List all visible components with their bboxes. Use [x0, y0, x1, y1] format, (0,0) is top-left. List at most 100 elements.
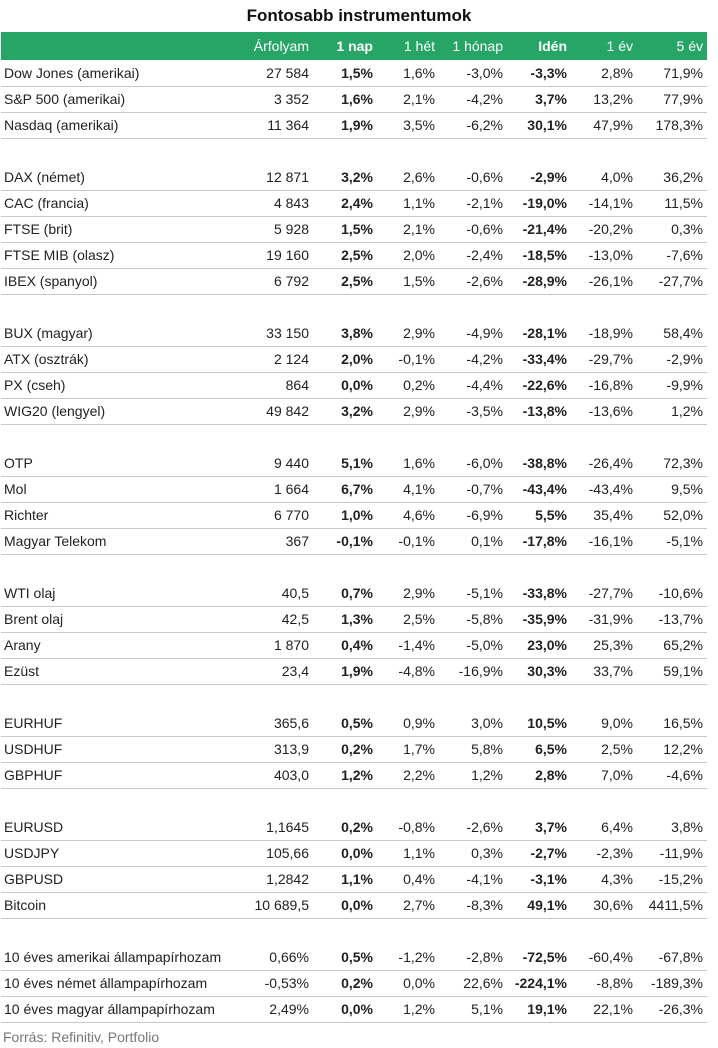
- change-1month-cell: -4,4%: [439, 372, 507, 399]
- price-cell: 27 584: [231, 60, 313, 87]
- price-cell: 3 352: [231, 86, 313, 113]
- change-1year-cell: -26,1%: [571, 268, 637, 295]
- instrument-name-cell: Ezüst: [1, 658, 231, 685]
- change-1day-cell: 1,2%: [313, 762, 377, 789]
- change-1month-cell: 3,0%: [439, 710, 507, 737]
- change-1year-cell: 7,0%: [571, 762, 637, 789]
- change-1month-cell: -8,3%: [439, 892, 507, 919]
- change-1day-cell: 1,3%: [313, 606, 377, 633]
- change-1year-cell: -60,4%: [571, 944, 637, 971]
- instrument-name-cell: FTSE (brit): [1, 216, 231, 243]
- table-row: FTSE MIB (olasz) 19 160 2,5% 2,0% -2,4% -18,5…: [1, 242, 707, 269]
- change-1day-cell: 0,0%: [313, 372, 377, 399]
- price-cell: 1,1645: [231, 814, 313, 841]
- instrument-name-cell: WIG20 (lengyel): [1, 398, 231, 425]
- change-1day-cell: 0,5%: [313, 710, 377, 737]
- table-row: Richter 6 770 1,0% 4,6% -6,9% 5,5% 35,4% 52,0%: [1, 502, 707, 529]
- change-1week-cell: 2,5%: [377, 606, 439, 633]
- change-1day-cell: 0,0%: [313, 840, 377, 867]
- change-ytd-cell: -28,1%: [507, 320, 571, 347]
- group-spacer: [1, 918, 707, 944]
- instrument-name-cell: Nasdaq (amerikai): [1, 112, 231, 139]
- change-1day-cell: 0,2%: [313, 970, 377, 997]
- price-cell: 33 150: [231, 320, 313, 347]
- change-1day-cell: 0,0%: [313, 892, 377, 919]
- change-1year-cell: 4,3%: [571, 866, 637, 893]
- instruments-table: Árfolyam 1 nap 1 hét 1 hónap Idén 1 év 5…: [1, 32, 707, 1023]
- group-spacer: [1, 138, 707, 164]
- change-ytd-cell: -33,8%: [507, 580, 571, 607]
- change-1week-cell: 2,7%: [377, 892, 439, 919]
- table-row: Brent olaj 42,5 1,3% 2,5% -5,8% -35,9% -31,9% -…: [1, 606, 707, 633]
- change-5year-cell: 16,5%: [637, 710, 707, 737]
- change-1day-cell: 0,4%: [313, 632, 377, 659]
- change-1year-cell: -16,1%: [571, 528, 637, 555]
- change-ytd-cell: -2,7%: [507, 840, 571, 867]
- change-1day-cell: 1,0%: [313, 502, 377, 529]
- change-1month-cell: -4,2%: [439, 86, 507, 113]
- header-1year: 1 év: [606, 38, 633, 54]
- price-cell: 1 870: [231, 632, 313, 659]
- change-1day-cell: 2,4%: [313, 190, 377, 217]
- change-1year-cell: 25,3%: [571, 632, 637, 659]
- change-1week-cell: 1,1%: [377, 840, 439, 867]
- change-1month-cell: -5,1%: [439, 580, 507, 607]
- change-ytd-cell: 30,1%: [507, 112, 571, 139]
- change-1year-cell: -20,2%: [571, 216, 637, 243]
- table-row: USDHUF 313,9 0,2% 1,7% 5,8% 6,5% 2,5% 12,2%: [1, 736, 707, 763]
- price-cell: -0,53%: [231, 970, 313, 997]
- price-cell: 9 440: [231, 450, 313, 477]
- change-1year-cell: -13,0%: [571, 242, 637, 269]
- change-5year-cell: -7,6%: [637, 242, 707, 269]
- price-cell: 49 842: [231, 398, 313, 425]
- change-1month-cell: -4,1%: [439, 866, 507, 893]
- change-1year-cell: 35,4%: [571, 502, 637, 529]
- change-1year-cell: -26,4%: [571, 450, 637, 477]
- instrument-name-cell: 10 éves német állampapírhozam: [1, 970, 231, 997]
- change-1month-cell: 22,6%: [439, 970, 507, 997]
- change-5year-cell: -67,8%: [637, 944, 707, 971]
- change-ytd-cell: -3,3%: [507, 60, 571, 87]
- change-ytd-cell: -3,1%: [507, 866, 571, 893]
- change-5year-cell: -2,9%: [637, 346, 707, 373]
- change-1year-cell: 13,2%: [571, 86, 637, 113]
- change-1day-cell: 3,8%: [313, 320, 377, 347]
- instrument-name-cell: EURUSD: [1, 814, 231, 841]
- change-ytd-cell: 3,7%: [507, 86, 571, 113]
- table-row: 10 éves amerikai állampapírhozam 0,66% 0,5…: [1, 944, 707, 971]
- change-1month-cell: 5,1%: [439, 996, 507, 1023]
- table-row: EURHUF 365,6 0,5% 0,9% 3,0% 10,5% 9,0% 16,5%: [1, 710, 707, 737]
- change-1year-cell: 2,8%: [571, 60, 637, 87]
- change-1week-cell: 1,2%: [377, 996, 439, 1023]
- change-ytd-cell: -18,5%: [507, 242, 571, 269]
- change-5year-cell: 65,2%: [637, 632, 707, 659]
- change-5year-cell: -26,3%: [637, 996, 707, 1023]
- header-name: [1, 32, 231, 60]
- instrument-name-cell: WTI olaj: [1, 580, 231, 607]
- change-1month-cell: -4,2%: [439, 346, 507, 373]
- change-5year-cell: -189,3%: [637, 970, 707, 997]
- change-1year-cell: -8,8%: [571, 970, 637, 997]
- change-ytd-cell: -28,9%: [507, 268, 571, 295]
- price-cell: 105,66: [231, 840, 313, 867]
- price-cell: 19 160: [231, 242, 313, 269]
- change-ytd-cell: 10,5%: [507, 710, 571, 737]
- change-1year-cell: 4,0%: [571, 164, 637, 191]
- table-row: Arany 1 870 0,4% -1,4% -5,0% 23,0% 25,3% 65,2%: [1, 632, 707, 659]
- price-cell: 0,66%: [231, 944, 313, 971]
- change-1week-cell: -1,2%: [377, 944, 439, 971]
- table-row: S&P 500 (amerikai) 3 352 1,6% 2,1% -4,2% 3,7%…: [1, 86, 707, 113]
- change-5year-cell: -13,7%: [637, 606, 707, 633]
- spacer-cell: [1, 918, 707, 944]
- change-1month-cell: -3,0%: [439, 60, 507, 87]
- change-1week-cell: 0,2%: [377, 372, 439, 399]
- change-1day-cell: 0,2%: [313, 736, 377, 763]
- change-1day-cell: 1,5%: [313, 60, 377, 87]
- change-1month-cell: 5,8%: [439, 736, 507, 763]
- instrument-name-cell: BUX (magyar): [1, 320, 231, 347]
- change-ytd-cell: -22,6%: [507, 372, 571, 399]
- change-1month-cell: -2,1%: [439, 190, 507, 217]
- group-spacer: [1, 294, 707, 320]
- change-1week-cell: 2,9%: [377, 398, 439, 425]
- instrument-name-cell: Bitcoin: [1, 892, 231, 919]
